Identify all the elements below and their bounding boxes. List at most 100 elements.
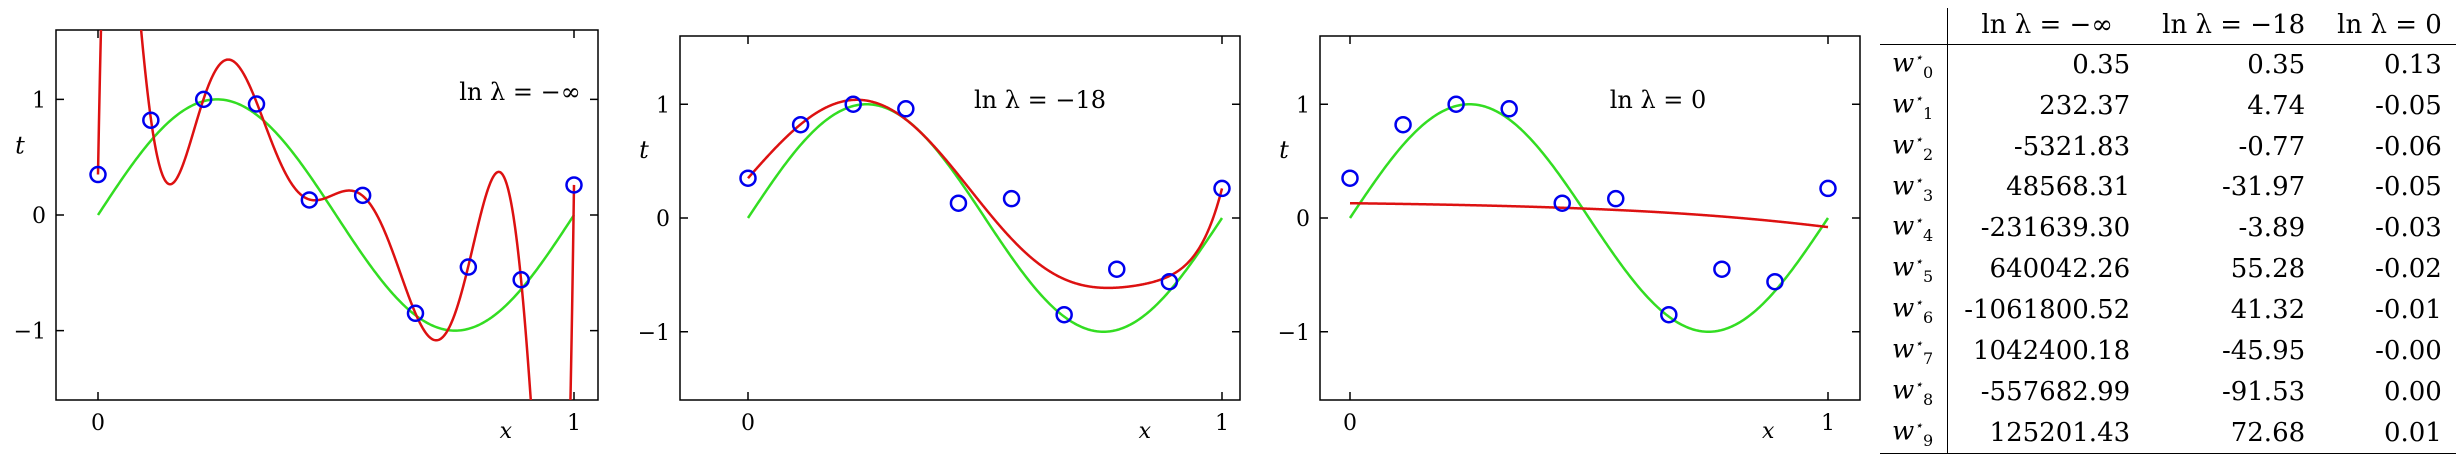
data-point (1108, 260, 1126, 278)
table-cell: -1061800.52 (1964, 294, 2131, 325)
table-cell: 1042400.18 (1973, 335, 2131, 366)
data-point (1341, 169, 1359, 187)
table-row: w⋆1 232.37 4.74 -0.05 (1880, 85, 2456, 127)
coefficient-table: ln λ = −∞ ln λ = −18 ln λ = 0 w⋆0 0.35 0.3… (1880, 8, 2456, 455)
x-axis-label: x (1762, 419, 1775, 444)
data-point (1055, 305, 1073, 324)
fitted-curve (96, 30, 576, 400)
true-curve (746, 102, 1224, 334)
table-cell: -0.00 (2375, 335, 2442, 366)
plot-frame (679, 35, 1241, 401)
table-cell: -0.02 (2375, 254, 2442, 285)
table-cell: 232.37 (2039, 90, 2131, 121)
table-column-header: ln λ = 0 (2321, 8, 2456, 45)
table-cell: -31.97 (2221, 172, 2306, 203)
x-tick-label: 0 (1343, 411, 1357, 436)
y-tick-label: −1 (640, 321, 670, 346)
data-point (1713, 260, 1731, 278)
table-cell: -0.03 (2375, 213, 2442, 244)
data-point (1160, 272, 1179, 291)
y-tick-label: 1 (32, 88, 46, 113)
table-column-header: ln λ = −18 (2146, 8, 2322, 45)
y-tick-label: −1 (14, 320, 46, 345)
coefficient-label: w⋆5 (1880, 249, 1949, 291)
table-row: w⋆0 0.35 0.35 0.13 (1880, 44, 2456, 86)
data-point (89, 165, 107, 184)
table-cell: -91.53 (2221, 376, 2306, 407)
fitted-curve (747, 98, 1224, 290)
x-tick-label: 1 (567, 411, 581, 436)
data-point (1819, 179, 1837, 198)
table-row: w⋆3 48568.31 -31.97 -0.05 (1880, 167, 2456, 209)
data-point (844, 95, 862, 113)
table-cell: -0.05 (2375, 90, 2442, 121)
table-cell: 125201.43 (1947, 412, 2147, 455)
data-point (247, 95, 266, 113)
table-cell: 0.35 (2072, 49, 2131, 80)
x-tick-label: 0 (741, 411, 755, 436)
plot-curves (96, 30, 576, 400)
y-tick-label: 1 (1296, 93, 1310, 118)
data-point (1500, 100, 1518, 118)
data-point (1553, 194, 1571, 212)
x-tick-label: 0 (91, 411, 105, 436)
data-point (1447, 95, 1465, 113)
table-row: w⋆2 -5321.83 -0.77 -0.06 (1880, 126, 2456, 168)
coefficient-label: w⋆7 (1880, 330, 1949, 372)
x-tick-label: 1 (1821, 411, 1835, 436)
table-cell: 0.00 (2383, 376, 2442, 407)
true-curve (1348, 102, 1830, 334)
coefficient-label: w⋆6 (1880, 290, 1949, 331)
table-cell: -231639.30 (1980, 213, 2131, 244)
x-tick-label: 1 (1215, 411, 1229, 436)
table-cell: -0.77 (2238, 131, 2306, 162)
data-point (1213, 179, 1231, 198)
data-point (1002, 189, 1021, 208)
plot-curves (746, 98, 1224, 334)
table-cell: 0.13 (2383, 49, 2442, 80)
table-cell: -5321.83 (2013, 131, 2131, 162)
table-cell: -0.05 (2375, 172, 2442, 203)
table-cell: -557682.99 (1980, 376, 2131, 407)
data-point (1766, 272, 1784, 291)
table-cell: 55.28 (2230, 254, 2306, 285)
table-cell: -0.01 (2375, 294, 2442, 325)
x-axis-label: x (500, 419, 513, 444)
table-row: w⋆6 -1061800.52 41.32 -0.01 (1880, 290, 2456, 331)
table-header-row: ln λ = −∞ ln λ = −18 ln λ = 0 (1880, 8, 2456, 45)
y-axis-label: t (1279, 136, 1289, 164)
data-point (1660, 305, 1678, 324)
coefficient-label: w⋆1 (1880, 85, 1949, 127)
table-row: w⋆9 125201.43 72.68 0.01 (1880, 412, 2456, 455)
data-point (739, 169, 757, 187)
coefficient-table-grid: ln λ = −∞ ln λ = −18 ln λ = 0 w⋆0 0.35 0.3… (1880, 8, 2456, 455)
table-cell: 0.35 (2247, 49, 2306, 80)
coefficient-label: w⋆4 (1880, 208, 1949, 250)
table-cell: -3.89 (2238, 213, 2306, 244)
table-cell: 41.32 (2230, 294, 2306, 325)
data-point (1607, 189, 1625, 208)
y-tick-label: 1 (656, 93, 670, 118)
table-cell: 0.01 (2321, 412, 2456, 455)
data-point (565, 176, 583, 194)
data-point (791, 115, 810, 134)
data-point (300, 191, 319, 209)
y-tick-label: −1 (1278, 321, 1310, 346)
table-cell: 640042.26 (1989, 254, 2131, 285)
y-tick-label: 0 (32, 204, 46, 229)
table-cell: 72.68 (2146, 412, 2322, 455)
table-row: w⋆7 1042400.18 -45.95 -0.00 (1880, 330, 2456, 372)
table-column-header: ln λ = −∞ (1947, 8, 2147, 45)
y-axis-label: t (640, 136, 649, 164)
table-corner (1880, 8, 1949, 45)
panel-label: ln λ = −18 (974, 86, 1106, 114)
table-cell: 4.74 (2247, 90, 2306, 121)
panel-label: ln λ = −∞ (459, 78, 580, 106)
y-tick-label: 0 (656, 207, 670, 232)
data-point (142, 111, 160, 129)
coefficient-label: w⋆3 (1880, 167, 1949, 209)
data-point (949, 194, 968, 212)
